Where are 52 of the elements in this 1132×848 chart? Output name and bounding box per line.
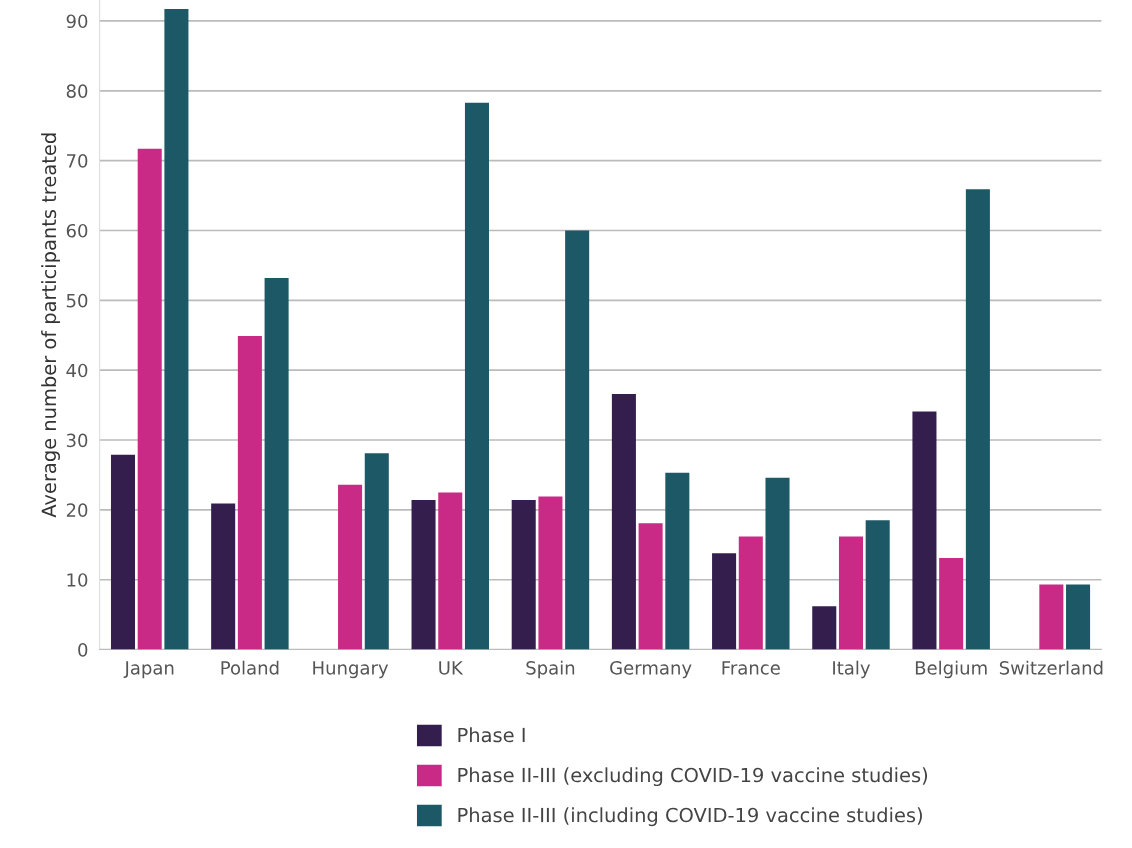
bar bbox=[464, 102, 489, 650]
bar bbox=[912, 411, 937, 650]
x-tick-label: Italy bbox=[833, 660, 871, 679]
y-tick-label: 90 bbox=[66, 14, 88, 29]
x-tick-label: Poland bbox=[221, 660, 279, 675]
bar bbox=[137, 148, 162, 650]
x-tick-label: Hungary bbox=[313, 661, 389, 679]
bar bbox=[211, 503, 236, 650]
bar bbox=[965, 189, 990, 650]
y-tick-label: 80 bbox=[66, 84, 88, 98]
legend-label: Phase II-III (including COVID-19 vaccine studies) bbox=[458, 807, 922, 827]
legend-label: Phase I bbox=[458, 727, 525, 743]
bar bbox=[1066, 584, 1091, 650]
y-tick-label: 0 bbox=[78, 643, 88, 657]
bar bbox=[438, 492, 463, 650]
y-tick-label: 60 bbox=[66, 223, 88, 238]
y-tick-label: 20 bbox=[66, 503, 88, 517]
y-tick-label: 70 bbox=[67, 154, 88, 168]
bar bbox=[765, 477, 790, 650]
bar bbox=[812, 606, 837, 650]
bar bbox=[364, 453, 389, 650]
bar bbox=[164, 9, 189, 650]
x-tick-label: Germany bbox=[610, 661, 692, 679]
bar bbox=[264, 277, 289, 650]
legend-label: Phase II-III (excluding COVID-19 vaccine studies) bbox=[458, 767, 928, 787]
x-tick-label: Belgium bbox=[915, 660, 987, 679]
y-axis-title: Average number of participants treated bbox=[41, 133, 60, 518]
x-tick-label: UK bbox=[439, 661, 464, 675]
bar bbox=[411, 500, 436, 650]
bar bbox=[865, 520, 890, 650]
y-tick-label: 50 bbox=[66, 293, 88, 308]
bar bbox=[338, 484, 363, 650]
bar bbox=[538, 496, 563, 650]
bar bbox=[511, 500, 536, 650]
x-tick-label: Spain bbox=[526, 660, 575, 679]
bar bbox=[1039, 584, 1064, 650]
bar bbox=[838, 536, 863, 650]
bar bbox=[712, 553, 737, 650]
y-tick-label: 40 bbox=[66, 363, 88, 378]
x-tick-label: Japan bbox=[123, 661, 174, 679]
y-tick-label: 30 bbox=[66, 433, 88, 448]
bar bbox=[565, 230, 590, 650]
bar bbox=[237, 335, 262, 650]
bar bbox=[638, 523, 663, 650]
bar bbox=[738, 536, 763, 650]
bar bbox=[611, 393, 636, 650]
x-tick-label: France bbox=[722, 661, 780, 675]
x-tick-label: Switzerland bbox=[999, 660, 1103, 675]
y-tick-label: 10 bbox=[67, 573, 88, 587]
bar bbox=[939, 558, 964, 650]
bar bbox=[665, 472, 690, 650]
bar bbox=[110, 454, 136, 650]
